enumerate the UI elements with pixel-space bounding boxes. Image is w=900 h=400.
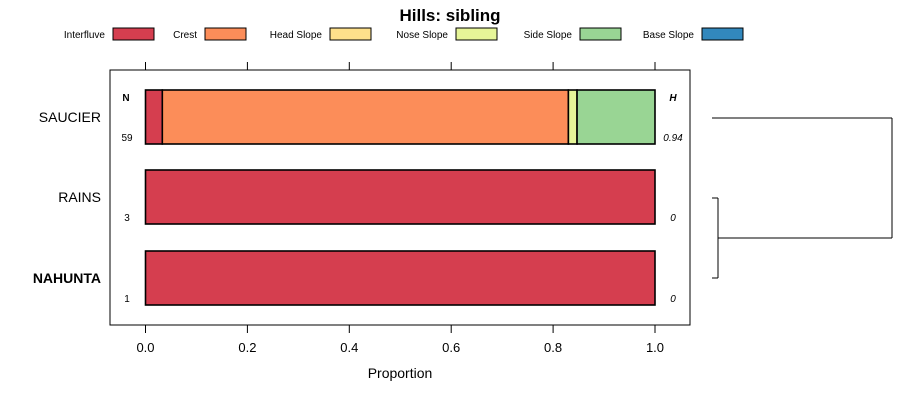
plot-frame bbox=[109, 69, 691, 326]
legend-swatch bbox=[455, 27, 498, 41]
row-label: NAHUNTA bbox=[33, 270, 101, 286]
x-tick-label: 0.4 bbox=[340, 340, 358, 355]
legend-label: Interfluve bbox=[64, 30, 106, 41]
bar-segment-side-slope bbox=[576, 89, 656, 145]
legend-label: Side Slope bbox=[524, 30, 573, 41]
bar-segment-crest bbox=[161, 89, 570, 145]
bar-segment-interfluve bbox=[144, 250, 656, 306]
dendrogram bbox=[712, 117, 893, 279]
legend-swatch bbox=[329, 27, 372, 41]
row-saucier: SAUCIER 59 0.94 bbox=[39, 89, 683, 145]
n-value: 3 bbox=[124, 213, 130, 224]
legend-swatch bbox=[204, 27, 247, 41]
row-nahunta: NAHUNTA 1 0 bbox=[33, 250, 676, 306]
h-value: 0 bbox=[670, 294, 676, 305]
bar-segment-interfluve bbox=[144, 169, 656, 225]
x-tick-label: 0.0 bbox=[136, 340, 154, 355]
legend-label: Nose Slope bbox=[396, 30, 448, 41]
bar-segment-nose-slope bbox=[567, 89, 578, 145]
h-value: 0.94 bbox=[663, 133, 683, 144]
legend-swatch bbox=[701, 27, 744, 41]
bar-segment-interfluve bbox=[144, 89, 164, 145]
x-tick-label: 0.8 bbox=[544, 340, 562, 355]
top-axis-ticks bbox=[145, 62, 656, 70]
n-value: 1 bbox=[124, 294, 130, 305]
h-header: H bbox=[669, 93, 677, 104]
legend-label: Crest bbox=[173, 30, 197, 41]
legend-label: Base Slope bbox=[643, 30, 695, 41]
legend: Interfluve Crest Head Slope Nose Slope Side … bbox=[64, 27, 744, 41]
x-tick-label: 0.2 bbox=[238, 340, 256, 355]
row-rains: RAINS 3 0 bbox=[58, 169, 676, 225]
legend-swatch bbox=[579, 27, 622, 41]
h-value: 0 bbox=[670, 213, 676, 224]
legend-label: Head Slope bbox=[270, 30, 323, 41]
row-label: RAINS bbox=[58, 189, 101, 205]
bar-rows: SAUCIER 59 0.94 RAINS 3 0 NAHUNTA 1 0 bbox=[33, 89, 683, 306]
legend-swatch bbox=[112, 27, 155, 41]
x-tick-label: 1.0 bbox=[646, 340, 664, 355]
n-value: 59 bbox=[121, 133, 133, 144]
n-header: N bbox=[122, 93, 129, 104]
row-label: SAUCIER bbox=[39, 109, 101, 125]
x-axis-label: Proportion bbox=[368, 365, 433, 381]
x-axis: 0.0 0.2 0.4 0.6 0.8 1.0 bbox=[136, 325, 664, 355]
chart-title: Hills: sibling bbox=[399, 6, 500, 25]
x-tick-label: 0.6 bbox=[442, 340, 460, 355]
